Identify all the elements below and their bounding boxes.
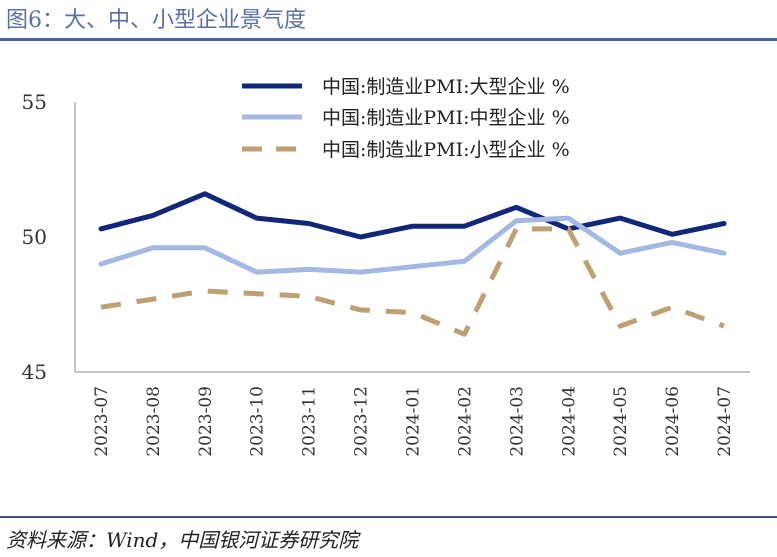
source-divider (0, 516, 777, 518)
tick-labels: 45 50 55 2023-07 2023-08 2023-09 2023-10 2023-1… (22, 90, 735, 457)
y-tick-label: 45 (22, 360, 47, 384)
series-lines (98, 191, 727, 337)
x-tick-label: 2024-01 (404, 386, 424, 457)
legend-label-0: 中国:制造业PMI:大型企业 % (322, 76, 570, 98)
series-line-2 (100, 226, 725, 337)
legend: 中国:制造业PMI:大型企业 % 中国:制造业PMI:中型企业 % 中国:制造业PM… (242, 76, 570, 161)
x-tick-label: 2023-07 (92, 386, 112, 457)
series-line-0 (98, 191, 727, 240)
x-tick-label: 2024-03 (507, 386, 527, 457)
x-tick-label: 2023-12 (352, 386, 372, 457)
x-tick-label: 2024-02 (455, 386, 475, 457)
x-tick-label: 2024-06 (663, 386, 683, 457)
x-tick-label: 2023-09 (196, 386, 216, 457)
y-tick-label: 50 (22, 225, 47, 249)
x-tick-label: 2023-10 (248, 386, 268, 457)
title-divider (0, 38, 777, 41)
x-tick-label: 2024-05 (611, 386, 631, 457)
axes (74, 102, 750, 373)
chart-title: 图6：大、中、小型企业景气度 (6, 8, 306, 33)
source-note: 资料来源：Wind，中国银河证券研究院 (6, 528, 359, 552)
legend-label-1: 中国:制造业PMI:中型企业 % (322, 107, 570, 129)
x-tick-label: 2023-11 (300, 386, 320, 457)
x-tick-label: 2024-07 (715, 386, 735, 457)
x-tick-label: 2023-08 (144, 386, 164, 457)
legend-label-2: 中国:制造业PMI:小型企业 % (322, 139, 570, 161)
series-line-1 (98, 215, 727, 275)
y-tick-label: 55 (22, 90, 47, 114)
x-tick-label: 2024-04 (559, 386, 579, 457)
